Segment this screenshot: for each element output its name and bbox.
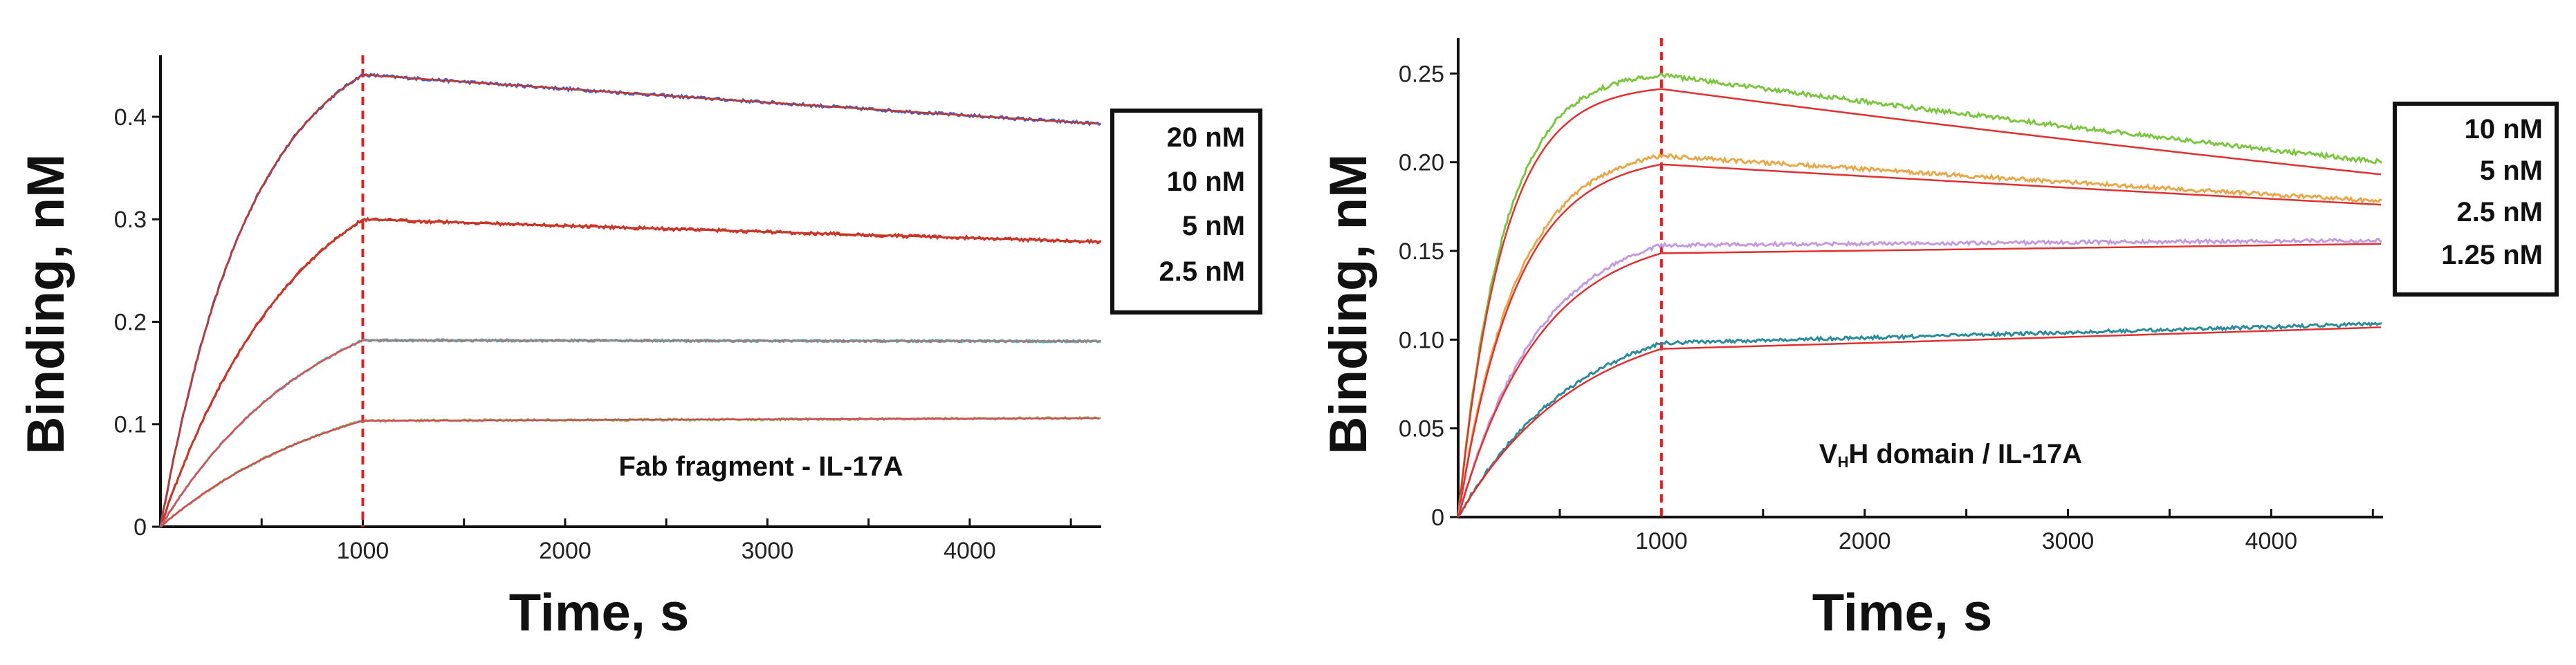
legend-entry: 10 nM bbox=[1167, 167, 1245, 197]
fit-curve bbox=[1457, 163, 2382, 518]
fit-curve bbox=[159, 339, 1100, 527]
y-tick-label: 0.25 bbox=[1399, 61, 1444, 87]
data-trace bbox=[1457, 321, 2382, 518]
legend-entry: 2.5 nM bbox=[2457, 197, 2543, 227]
y-tick-label: 0.05 bbox=[1399, 416, 1444, 442]
y-axis-title: Binding, nM bbox=[1319, 154, 1378, 455]
legend: 10 nM 5 nM 2.5 nM 1.25 nM bbox=[2393, 102, 2559, 297]
y-tick-label: 0.4 bbox=[114, 104, 147, 131]
y-axis-title: Binding, nM bbox=[17, 154, 75, 455]
x-tick-label: 4000 bbox=[944, 538, 996, 564]
legend-box bbox=[1110, 109, 1262, 315]
chart-fab-fragment: Binding, nM Time, s Fab fragment - IL-17… bbox=[17, 55, 1262, 642]
y-tick-label: 0 bbox=[134, 514, 147, 541]
legend: 20 nM 10 nM 5 nM 2.5 nM bbox=[1110, 109, 1262, 315]
y-tick-label: 0.10 bbox=[1399, 327, 1444, 353]
chart-annotation: VHH domain / IL-17A bbox=[1819, 439, 2082, 471]
y-tick-label: 0.3 bbox=[114, 207, 147, 233]
x-tick-label: 1000 bbox=[337, 538, 389, 564]
fit-curve bbox=[1457, 88, 2382, 518]
chart-vhh-domain: Binding, nM Time, s VHH domain / IL-17A … bbox=[1319, 38, 2559, 642]
x-tick-label: 3000 bbox=[2042, 528, 2095, 554]
y-tick-label: 0 bbox=[1431, 505, 1444, 531]
x-axis-title: Time, s bbox=[1812, 583, 1993, 642]
legend-entry: 10 nM bbox=[2465, 114, 2543, 144]
fit-curve bbox=[159, 73, 1100, 527]
y-tick-label: 0.1 bbox=[114, 412, 147, 438]
legend-entry: 2.5 nM bbox=[1159, 256, 1245, 287]
fit-curve bbox=[1457, 326, 2382, 518]
data-trace bbox=[1457, 152, 2382, 518]
y-tick-label: 0.15 bbox=[1399, 238, 1444, 265]
legend-entry: 5 nM bbox=[2480, 156, 2543, 186]
legend-entry: 1.25 nM bbox=[2441, 240, 2543, 270]
chart-annotation: Fab fragment - IL-17A bbox=[618, 451, 903, 482]
legend-box bbox=[2393, 102, 2559, 297]
data-trace bbox=[1457, 73, 2383, 518]
x-tick-label: 1000 bbox=[1635, 528, 1688, 554]
fit-curve bbox=[160, 417, 1100, 527]
data-trace bbox=[159, 338, 1101, 527]
x-tick-label: 2000 bbox=[1839, 528, 1891, 554]
x-axis-title: Time, s bbox=[509, 583, 690, 642]
data-trace bbox=[362, 338, 1101, 344]
legend-entry: 20 nM bbox=[1167, 122, 1245, 153]
fit-curve bbox=[159, 218, 1100, 527]
fit-curve bbox=[1457, 243, 2382, 518]
data-trace bbox=[1457, 237, 2382, 518]
x-tick-label: 4000 bbox=[2245, 528, 2298, 554]
legend-entry: 5 nM bbox=[1182, 211, 1245, 241]
y-tick-label: 0.20 bbox=[1399, 150, 1444, 176]
y-tick-label: 0.2 bbox=[114, 309, 147, 335]
x-tick-label: 2000 bbox=[539, 538, 591, 564]
x-tick-label: 3000 bbox=[742, 538, 794, 564]
